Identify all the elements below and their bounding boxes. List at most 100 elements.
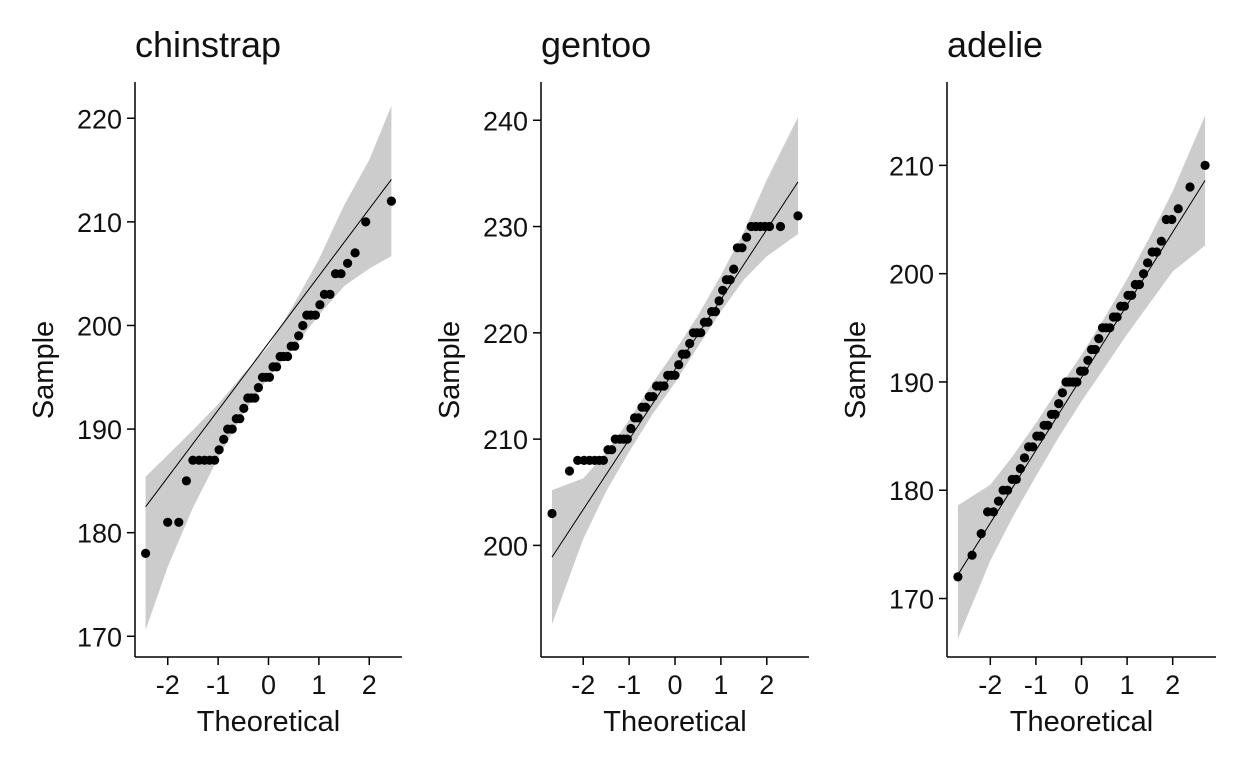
data-point bbox=[1050, 409, 1060, 419]
data-point bbox=[793, 211, 803, 221]
x-tick-label: 2 bbox=[759, 670, 774, 700]
data-point bbox=[764, 221, 775, 232]
data-point bbox=[1054, 399, 1064, 409]
x-tick-label: 0 bbox=[667, 670, 682, 700]
x-tick-label: 0 bbox=[261, 670, 276, 700]
data-points bbox=[141, 196, 396, 559]
data-point bbox=[350, 248, 360, 258]
data-point bbox=[272, 362, 282, 372]
x-tick-label: -1 bbox=[206, 670, 230, 700]
x-tick-label: 1 bbox=[311, 670, 326, 700]
data-point bbox=[641, 402, 651, 412]
data-point bbox=[725, 275, 735, 285]
y-axis-label: Sample bbox=[840, 321, 872, 419]
data-point bbox=[622, 434, 632, 444]
panel-gentoo: -2 -1 0 1 2 200 210 220 230 240 gentoo Theoretical S… bbox=[434, 24, 809, 738]
facet-panels: -2 -1 0 1 2170180190200210220chinstrapTheore… bbox=[28, 24, 1216, 738]
data-point bbox=[235, 414, 245, 424]
panel-title: gentoo bbox=[541, 24, 651, 65]
data-point bbox=[174, 517, 184, 527]
x-axis-label: Theoretical bbox=[603, 706, 746, 738]
data-point bbox=[239, 403, 249, 413]
data-point bbox=[988, 507, 999, 517]
data-point bbox=[775, 221, 786, 232]
data-point bbox=[1011, 474, 1021, 484]
data-point bbox=[1028, 442, 1038, 452]
data-point bbox=[967, 550, 977, 560]
data-point bbox=[547, 508, 557, 519]
data-point bbox=[993, 496, 1004, 506]
x-tick-label: -2 bbox=[156, 670, 180, 700]
y-tick-label: 180 bbox=[77, 519, 122, 549]
data-point bbox=[290, 341, 300, 351]
data-point bbox=[336, 269, 346, 279]
data-point bbox=[607, 445, 617, 455]
y-axis-label: Sample bbox=[434, 321, 466, 419]
data-point bbox=[573, 455, 583, 465]
data-point bbox=[283, 351, 293, 362]
x-tick-label: 1 bbox=[1120, 670, 1135, 700]
data-point bbox=[1112, 312, 1122, 322]
data-point bbox=[1043, 420, 1053, 430]
x-tick-label: -1 bbox=[617, 670, 641, 700]
data-point bbox=[298, 320, 308, 331]
x-tick-label: 2 bbox=[1165, 670, 1180, 700]
data-point bbox=[310, 310, 320, 320]
data-point bbox=[714, 296, 724, 306]
data-point bbox=[1152, 247, 1162, 257]
data-point bbox=[598, 455, 609, 465]
y-tick-label: 200 bbox=[889, 260, 934, 290]
x-tick-label: 0 bbox=[1074, 670, 1089, 700]
data-point bbox=[1019, 453, 1030, 463]
data-point bbox=[361, 217, 371, 227]
x-axis-label: Theoretical bbox=[1010, 706, 1153, 738]
data-point bbox=[674, 360, 684, 370]
data-point bbox=[1035, 431, 1046, 441]
y-tick-label: 190 bbox=[889, 368, 934, 398]
data-point bbox=[1105, 323, 1115, 333]
data-point bbox=[737, 243, 747, 253]
data-point bbox=[1119, 301, 1129, 311]
data-point bbox=[386, 196, 396, 206]
data-point bbox=[564, 466, 575, 476]
data-point bbox=[685, 338, 695, 349]
data-point bbox=[670, 370, 680, 380]
y-tick-label: 200 bbox=[483, 531, 528, 561]
data-points bbox=[547, 211, 803, 519]
y-tick-label: 240 bbox=[483, 106, 528, 136]
data-point bbox=[1134, 279, 1144, 290]
reference-line bbox=[957, 180, 1206, 575]
y-tick-label: 190 bbox=[77, 415, 122, 445]
data-point bbox=[633, 413, 643, 423]
data-point bbox=[141, 548, 151, 559]
y-tick-label: 200 bbox=[77, 311, 122, 341]
data-point bbox=[1079, 366, 1089, 376]
data-point bbox=[696, 328, 706, 338]
x-tick-label: 1 bbox=[713, 670, 728, 700]
data-point bbox=[214, 445, 224, 455]
y-tick-label: 170 bbox=[77, 622, 122, 652]
y-tick-label: 220 bbox=[483, 319, 528, 349]
data-point bbox=[1094, 334, 1104, 344]
data-point bbox=[1003, 485, 1013, 495]
data-point bbox=[343, 258, 353, 268]
data-point bbox=[742, 232, 752, 242]
data-point bbox=[315, 300, 325, 310]
data-point bbox=[253, 383, 263, 393]
y-tick-label: 230 bbox=[483, 213, 528, 243]
data-point bbox=[626, 423, 636, 434]
data-point bbox=[227, 424, 237, 434]
data-point bbox=[1156, 236, 1166, 246]
data-point bbox=[1072, 377, 1082, 387]
data-point bbox=[1173, 204, 1183, 214]
x-tick-label: 2 bbox=[362, 670, 377, 700]
reference-line bbox=[551, 181, 799, 558]
data-point bbox=[1090, 344, 1100, 355]
data-point bbox=[659, 381, 669, 391]
data-point bbox=[325, 289, 335, 299]
data-point bbox=[681, 349, 691, 359]
confidence-band bbox=[552, 117, 798, 625]
y-tick-label: 170 bbox=[889, 585, 934, 615]
panel-chinstrap: -2 -1 0 1 2 170 180 190 200 210 220 chinstrap Theore… bbox=[28, 24, 402, 738]
